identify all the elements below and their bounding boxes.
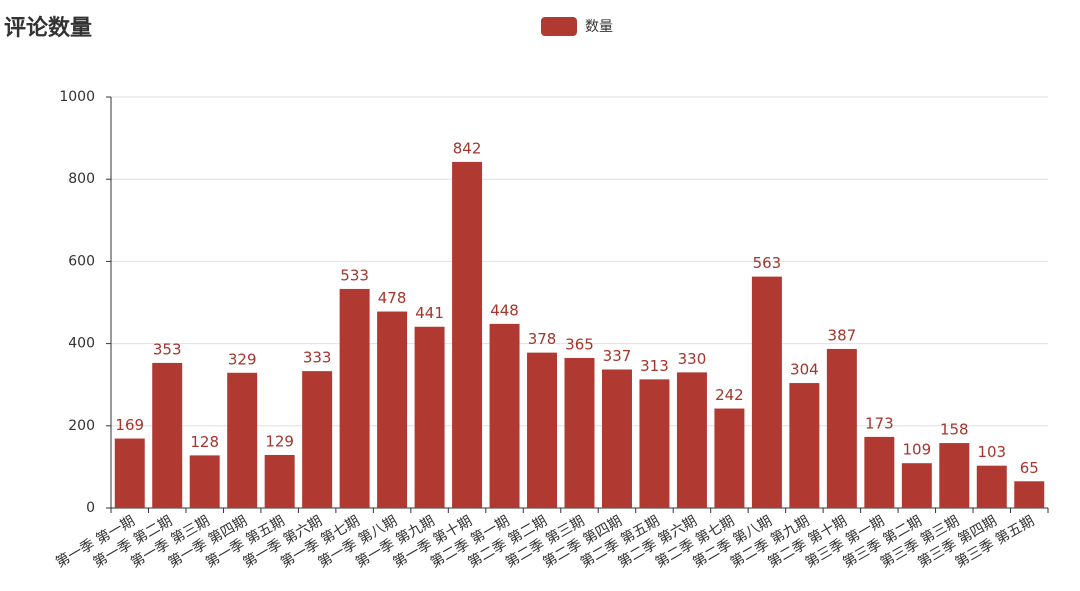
- value-label: 158: [940, 421, 969, 439]
- value-label: 65: [1020, 459, 1039, 477]
- value-label: 109: [902, 441, 931, 459]
- value-label: 337: [603, 347, 632, 365]
- value-label: 128: [190, 433, 219, 451]
- bar: [789, 383, 820, 508]
- bar: [489, 323, 520, 508]
- bar: [152, 362, 183, 508]
- bar: [114, 438, 145, 508]
- value-label: 478: [378, 289, 407, 307]
- value-label: 448: [490, 301, 519, 319]
- bar: [901, 463, 932, 508]
- y-tick-label: 800: [68, 171, 95, 187]
- bar: [976, 465, 1007, 508]
- value-label: 103: [977, 443, 1006, 461]
- bar: [639, 379, 670, 508]
- value-label: 387: [828, 326, 857, 344]
- value-label: 563: [753, 254, 782, 272]
- value-label: 533: [340, 266, 369, 284]
- value-label: 304: [790, 361, 819, 379]
- value-label: 842: [453, 139, 482, 157]
- value-label: 329: [228, 350, 257, 368]
- legend-label: 数量: [585, 19, 613, 35]
- value-label: 242: [715, 386, 744, 404]
- value-label: 129: [265, 432, 294, 450]
- value-label: 378: [528, 330, 557, 348]
- bar: [302, 371, 333, 508]
- bar: [339, 288, 370, 508]
- bar: [189, 455, 220, 508]
- bar: [864, 436, 895, 508]
- value-label: 441: [415, 304, 444, 322]
- bar: [452, 161, 483, 509]
- value-label: 169: [115, 416, 144, 434]
- bar: [826, 348, 857, 508]
- value-label: 313: [640, 357, 669, 375]
- value-label: 173: [865, 414, 894, 432]
- bar: [227, 372, 258, 508]
- bar: [939, 443, 970, 508]
- bar: [751, 276, 782, 508]
- value-label: 330: [678, 350, 707, 368]
- y-tick-label: 600: [68, 253, 95, 269]
- y-tick-label: 0: [86, 500, 95, 516]
- value-label: 333: [303, 349, 332, 367]
- bar: [714, 408, 745, 508]
- y-tick-label: 1000: [59, 89, 95, 105]
- bar: [527, 352, 558, 508]
- bar: [676, 372, 707, 508]
- bar: [564, 357, 595, 508]
- bar: [1014, 481, 1045, 508]
- bar: [264, 454, 295, 508]
- bar: [414, 326, 445, 508]
- value-label: 353: [153, 340, 182, 358]
- y-tick-label: 200: [68, 418, 95, 434]
- chart-title: 评论数量: [4, 15, 92, 41]
- bar: [377, 311, 408, 508]
- value-label: 365: [565, 335, 594, 353]
- bar: [601, 369, 632, 508]
- legend-swatch: [541, 17, 577, 36]
- y-tick-label: 400: [68, 336, 95, 352]
